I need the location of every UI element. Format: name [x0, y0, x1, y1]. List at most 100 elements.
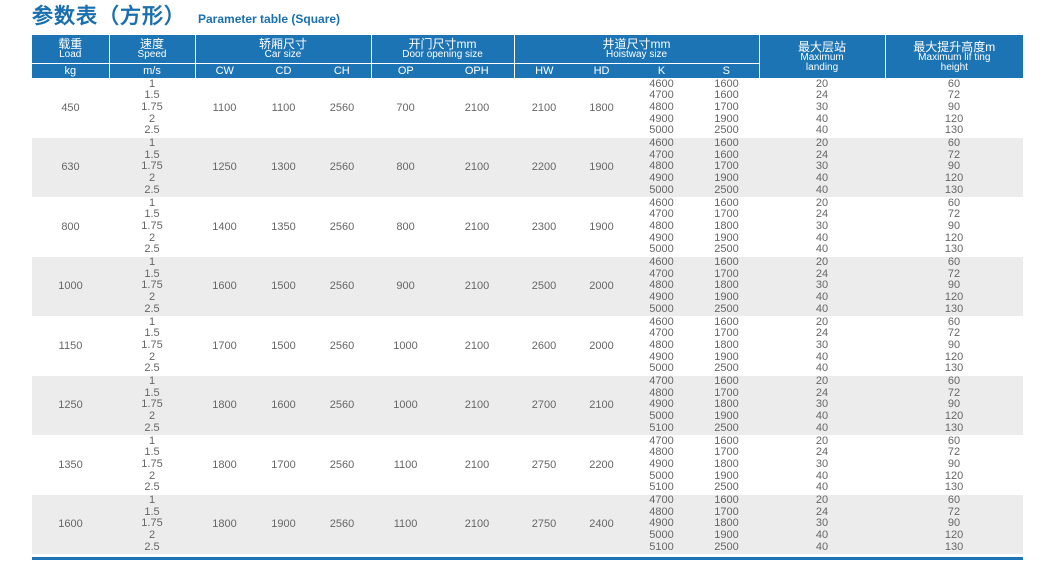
cell-hw: 2750	[514, 494, 575, 554]
table-row: 630 1 1.5 1.75 2 2.5 1250 1300 2560 800 2100 2200 19…	[32, 137, 1024, 197]
cell-speed-value: 1.5	[144, 208, 160, 221]
table-row: 1250 1 1.5 1.75 2 2.5 1800 1600 2560 1000 2100 2700…	[32, 375, 1024, 435]
cell-speed-value: 2	[148, 350, 156, 363]
cell-s-value: 1700	[714, 446, 739, 459]
cell-landing-value: 30	[815, 100, 829, 113]
cell-s-value: 1800	[714, 279, 739, 292]
cell-speed-value: 1.75	[141, 457, 163, 470]
cell-s-value: 1600	[714, 89, 739, 102]
cell-height-value: 60	[947, 434, 961, 447]
cell-s-value: 2500	[714, 540, 739, 553]
cell-speed-value: 2.5	[144, 362, 160, 375]
table-row: 1150 1 1.5 1.75 2 2.5 1700 1500 2560 1000 2100 2600…	[32, 316, 1023, 376]
cell-speed: 1 1.5 1.75 2 2.5	[109, 197, 195, 257]
cell-s-value: 1700	[714, 100, 739, 113]
cell-landing-value: 40	[815, 469, 829, 482]
cell-k-value: 5100	[649, 481, 674, 494]
cell-k-value: 4900	[649, 350, 674, 363]
cell-hw: 2100	[531, 101, 557, 114]
cell-landing-value: 24	[815, 446, 829, 459]
cell-cw: 1600	[195, 256, 254, 316]
cell-landing-value: 30	[815, 517, 829, 530]
cell-hw: 2300	[531, 220, 557, 233]
cell-k-value: 5000	[649, 243, 674, 256]
cell-k-value: 4900	[649, 172, 674, 185]
cell-k-value: 4900	[649, 517, 674, 530]
cell-landing-value: 40	[815, 529, 829, 542]
cell-height-value: 72	[947, 89, 961, 102]
cell-height-value: 90	[947, 219, 961, 232]
cell-landing-value: 24	[815, 89, 829, 102]
cell-k-value: 4900	[649, 231, 674, 244]
cell-hd: 2200	[589, 458, 614, 471]
cell-op: 1000	[393, 339, 418, 352]
cell-landing-value: 20	[815, 137, 829, 150]
cell-landing-value: 40	[815, 481, 829, 494]
cell-height-value: 60	[947, 137, 961, 150]
cell-k-value: 4900	[649, 398, 674, 411]
cell-hd: 1900	[574, 137, 630, 197]
cell-ch: 2560	[329, 220, 355, 233]
cell-landing-value: 30	[815, 338, 829, 351]
cell-speed-value: 1	[148, 196, 156, 209]
header-ch: CH	[313, 63, 372, 78]
cell-cd: 1900	[254, 494, 313, 554]
cell-oph: 2100	[464, 339, 490, 352]
table-row: 800 1 1.5 1.75 2 2.5 1400 1350 2560 800 2100 2300 19…	[32, 197, 1023, 257]
cell-cw: 1800	[212, 458, 237, 471]
cell-k-value: 4800	[649, 338, 674, 351]
cell-speed: 1 1.5 1.75 2 2.5	[109, 137, 195, 197]
cell-s-value: 1900	[714, 291, 739, 304]
cell-hd: 1900	[589, 220, 614, 233]
cell-height-value: 72	[947, 505, 961, 518]
cell-speed: 1 1.5 1.75 2 2.5	[109, 316, 195, 376]
bottom-rule	[32, 557, 1023, 560]
page-title: 参数表（方形） Parameter table (Square)	[32, 0, 340, 34]
cell-speed-value: 1.75	[141, 160, 163, 173]
cell-hw: 2600	[531, 339, 557, 352]
cell-cw: 1250	[195, 137, 254, 197]
cell-speed-value: 1.5	[144, 386, 160, 399]
cell-k-value: 4700	[649, 375, 674, 388]
cell-load: 1350	[58, 458, 83, 471]
cell-height-value: 90	[947, 457, 961, 470]
header-op: OP	[371, 63, 441, 78]
cell-k-value: 5100	[649, 421, 674, 434]
cell-k-value: 4800	[649, 100, 674, 113]
cell-k-value: 4700	[649, 89, 674, 102]
cell-s-value: 1600	[714, 196, 739, 209]
cell-oph: 2100	[464, 101, 490, 114]
table-row: 450 1 1.5 1.75 2 2.5 1100 1100 2560 700 2100 2100 18…	[32, 78, 1023, 138]
cell-landing-value: 30	[815, 279, 829, 292]
cell-s: 1600 1700 1800 1900 2500	[694, 494, 760, 554]
cell-height-value: 120	[944, 350, 964, 363]
cell-speed: 1 1.5 1.75 2 2.5	[109, 494, 195, 554]
cell-k-value: 4600	[649, 256, 674, 269]
cell-s-value: 1900	[714, 410, 739, 423]
cell-cw: 1100	[212, 101, 237, 114]
cell-s-value: 2500	[714, 183, 739, 196]
cell-s-value: 1600	[714, 148, 739, 161]
cell-landing: 20 24 30 40 40	[759, 197, 885, 257]
table-header: 载重 Load 速度 Speed 轿厢尺寸 Car size 开门尺寸mm Door o…	[32, 35, 1024, 78]
cell-landing-value: 24	[815, 386, 829, 399]
cell-speed-value: 2	[148, 291, 156, 304]
cell-s-value: 1800	[714, 398, 739, 411]
cell-ch: 2560	[313, 494, 372, 554]
cell-s-value: 1900	[714, 529, 739, 542]
cell-landing: 20 24 30 40 40	[759, 256, 886, 316]
cell-height: 60 72 90 120 130	[885, 137, 1024, 197]
cell-s: 1600 1700 1800 1900 2500	[694, 197, 759, 257]
cell-landing-value: 40	[815, 183, 829, 196]
cell-load: 1250	[32, 375, 109, 435]
cell-landing: 20 24 30 40 40	[759, 435, 885, 495]
cell-k-value: 4700	[649, 208, 674, 221]
cell-landing-value: 20	[815, 315, 829, 328]
cell-s-value: 1900	[714, 350, 739, 363]
cell-landing-value: 40	[815, 231, 829, 244]
cell-s-value: 1700	[714, 267, 739, 280]
cell-ch: 2560	[329, 339, 355, 352]
cell-k-value: 4700	[649, 267, 674, 280]
cell-height-value: 120	[944, 291, 964, 304]
cell-landing-value: 24	[815, 267, 829, 280]
